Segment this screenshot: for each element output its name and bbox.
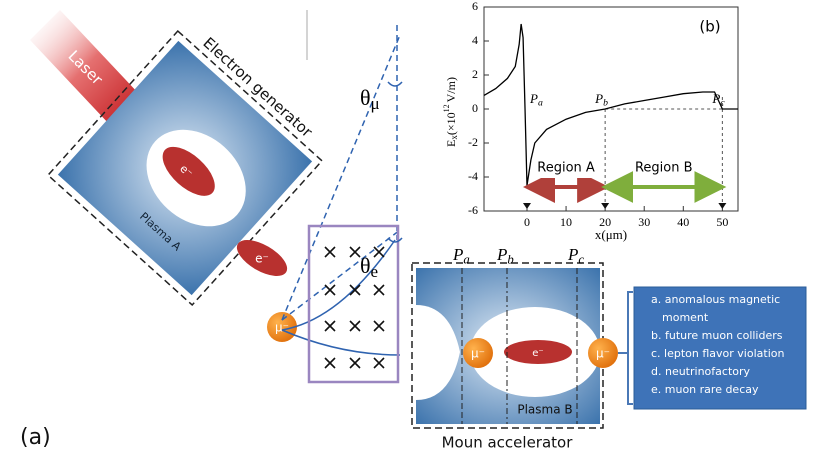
angle-arc bbox=[388, 82, 402, 86]
electron-label: e⁻ bbox=[532, 348, 543, 359]
cross bbox=[374, 321, 384, 331]
line: a. anomalous magnetic bbox=[651, 293, 780, 306]
symbol: P bbox=[711, 91, 720, 106]
application-item: e. muon rare decay bbox=[651, 383, 759, 396]
point-label: Pa bbox=[452, 245, 470, 266]
main: E bbox=[444, 140, 458, 147]
cross bbox=[325, 285, 335, 295]
symbol: P bbox=[567, 245, 578, 264]
cross bbox=[374, 358, 384, 368]
symbol: P bbox=[529, 91, 538, 106]
y-tick-label: 6 bbox=[472, 0, 478, 13]
application-item: c. lepton flavor violation bbox=[651, 347, 784, 360]
cross bbox=[325, 321, 335, 331]
cross bbox=[374, 285, 384, 295]
theta-mu: θμ bbox=[360, 85, 380, 113]
symbol: P bbox=[594, 91, 603, 106]
region-label: Region B bbox=[635, 161, 693, 176]
region-label: Region A bbox=[537, 161, 595, 176]
symbol: P bbox=[496, 245, 507, 264]
y-tick-label: 2 bbox=[472, 67, 478, 81]
bracket bbox=[618, 292, 633, 404]
subscript: a bbox=[538, 97, 543, 108]
cross bbox=[350, 321, 360, 331]
subscript: μ bbox=[371, 94, 380, 113]
y-tick-label: 4 bbox=[472, 33, 478, 47]
line: moment bbox=[662, 311, 709, 324]
plot-area bbox=[484, 7, 738, 211]
subscript: c bbox=[720, 97, 725, 108]
cross bbox=[350, 285, 360, 295]
point-label: Pb bbox=[496, 245, 514, 266]
x-tick-label: 10 bbox=[560, 215, 572, 229]
y-tick-label: 0 bbox=[472, 101, 478, 115]
x-tick-label: 30 bbox=[638, 215, 650, 229]
y-axis-label: Ex(×1012V/m) bbox=[442, 77, 459, 147]
symbol: θ bbox=[360, 85, 371, 110]
electron-label: e⁻ bbox=[255, 252, 269, 266]
x-tick-label: 0 bbox=[524, 215, 530, 229]
muon-dashed-line bbox=[282, 35, 400, 320]
symbol: P bbox=[452, 245, 463, 264]
y-tick-label: -6 bbox=[468, 203, 478, 217]
pre: (×10 bbox=[444, 112, 458, 135]
post: V/m) bbox=[444, 77, 458, 102]
figure: Laser Electron generator e⁻ Plasma A e⁻ … bbox=[0, 0, 817, 460]
panel-label: (b) bbox=[699, 18, 720, 36]
x-tick-label: 50 bbox=[716, 215, 728, 229]
muon-trajectory bbox=[282, 330, 400, 355]
sup: 12 bbox=[442, 104, 451, 112]
muon-label: μ⁻ bbox=[471, 347, 485, 361]
cross bbox=[325, 358, 335, 368]
subscript: e bbox=[371, 262, 379, 281]
y-tick-label: -2 bbox=[468, 135, 478, 149]
application-item: d. neutrinofactory bbox=[651, 365, 751, 378]
panel-label: (a) bbox=[20, 425, 51, 450]
y-tick-label: -4 bbox=[468, 169, 478, 183]
electron-dashed-line bbox=[282, 230, 400, 320]
plasma-b-label: Plasma B bbox=[517, 403, 572, 417]
subscript: b bbox=[603, 97, 608, 108]
subscript: c bbox=[578, 252, 584, 266]
cross bbox=[350, 247, 360, 257]
muon-label: μ⁻ bbox=[596, 347, 610, 361]
x-tick-label: 40 bbox=[677, 215, 689, 229]
application-item: b. future muon colliders bbox=[651, 329, 783, 342]
point-label: Pc bbox=[567, 245, 584, 266]
cross bbox=[350, 358, 360, 368]
x-axis-label: x(μm) bbox=[595, 227, 627, 242]
theta-e: θe bbox=[360, 253, 378, 281]
cross bbox=[325, 247, 335, 257]
accelerator-title: Moun accelerator bbox=[442, 434, 574, 452]
subscript: a bbox=[463, 252, 469, 266]
symbol: θ bbox=[360, 253, 371, 278]
cross bbox=[374, 247, 384, 257]
subscript: b bbox=[507, 252, 513, 266]
